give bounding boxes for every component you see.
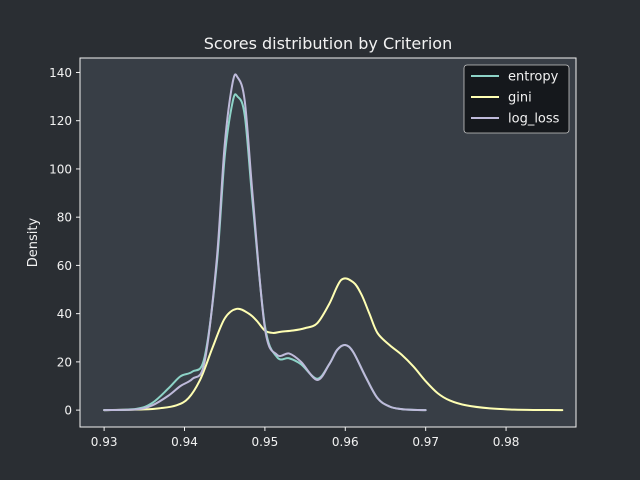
series-line-log-loss bbox=[103, 73, 427, 412]
y-tick-label: 140 bbox=[49, 66, 72, 80]
legend-box bbox=[463, 64, 570, 134]
y-tick-label: 60 bbox=[57, 259, 72, 273]
y-tick-label: 0 bbox=[64, 404, 72, 418]
x-tick-label: 0.98 bbox=[493, 435, 520, 449]
legend-label: log_loss bbox=[508, 112, 560, 127]
legend-label: gini bbox=[508, 91, 532, 106]
legend: entropy gini log_loss bbox=[463, 64, 570, 134]
chart-title: Scores distribution by Criterion bbox=[204, 34, 452, 53]
x-axis: 0.93 0.94 0.95 0.96 0.97 0.98 bbox=[91, 427, 520, 449]
legend-label: entropy bbox=[508, 70, 559, 85]
x-tick-label: 0.94 bbox=[171, 435, 198, 449]
y-tick-label: 120 bbox=[49, 114, 72, 128]
y-axis-label: Density bbox=[26, 217, 41, 267]
x-tick-label: 0.97 bbox=[412, 435, 439, 449]
x-tick-label: 0.96 bbox=[332, 435, 359, 449]
x-tick-label: 0.93 bbox=[91, 435, 118, 449]
y-tick-label: 40 bbox=[57, 307, 72, 321]
series-line-gini bbox=[103, 277, 564, 412]
y-tick-label: 80 bbox=[57, 211, 72, 225]
x-tick-label: 0.95 bbox=[252, 435, 279, 449]
series-layer bbox=[103, 73, 564, 412]
y-axis: 0 20 40 60 80 100 120 140 bbox=[49, 66, 80, 418]
y-tick-label: 100 bbox=[49, 162, 72, 176]
y-tick-label: 20 bbox=[57, 355, 72, 369]
plot-frame bbox=[79, 57, 577, 428]
